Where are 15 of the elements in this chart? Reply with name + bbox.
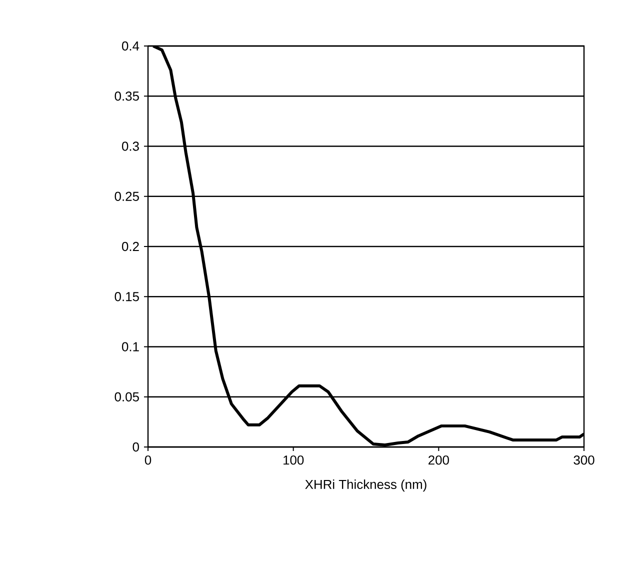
y-tick-label: 0.15 bbox=[114, 292, 139, 302]
x-tick-label: 0 bbox=[144, 456, 152, 465]
y-tick-label: 0.25 bbox=[114, 192, 139, 201]
y-tick-label: 0 bbox=[132, 442, 139, 452]
y-tick-label: 0.35 bbox=[114, 92, 139, 101]
y-tick-label: 0.4 bbox=[122, 41, 140, 51]
y-tick-label: 0.3 bbox=[122, 142, 139, 151]
x-axis-title: XHRi Thickness (nm) bbox=[305, 479, 426, 492]
x-tick-label: 200 bbox=[428, 456, 449, 465]
y-tick-label: 0.05 bbox=[114, 392, 139, 402]
line-series bbox=[152, 46, 584, 446]
x-tick-label: 100 bbox=[284, 456, 304, 465]
y-tick-label: 0.1 bbox=[122, 342, 139, 352]
y-tick-label: 0.2 bbox=[122, 242, 139, 252]
x-tick-label: 300 bbox=[574, 456, 594, 465]
